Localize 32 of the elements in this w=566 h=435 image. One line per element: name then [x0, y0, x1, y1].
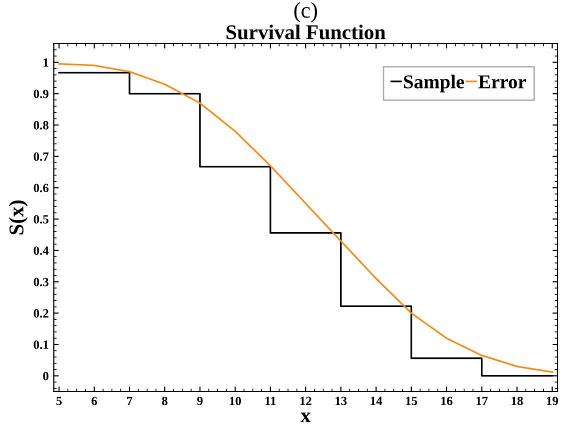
x-axis-title: x — [300, 412, 311, 422]
y-tick-label: 0.3 — [34, 278, 48, 286]
x-tick-label: 13 — [336, 396, 347, 406]
x-tick-label: 5 — [56, 396, 62, 406]
x-tick-label: 9 — [197, 396, 203, 406]
x-tick-label: 12 — [300, 396, 312, 406]
y-axis-title: S(x) — [8, 200, 28, 234]
legend-label: Sample — [404, 74, 464, 92]
y-tick-label: 1 — [44, 58, 48, 67]
y-tick-label: 0.7 — [34, 152, 49, 161]
y-tick-label: 0 — [43, 372, 48, 380]
y-tick-label: 0.8 — [34, 121, 48, 130]
y-tick-label: 0.2 — [34, 309, 48, 318]
x-tick-label: 14 — [370, 396, 382, 406]
y-tick-label: 0.6 — [34, 184, 49, 192]
text: (c) — [294, 2, 317, 22]
x-tick-label: 15 — [406, 396, 418, 406]
x-tick-label: 8 — [162, 396, 168, 406]
x-tick-label: 16 — [441, 396, 452, 406]
chart-title: Survival Function — [226, 24, 386, 40]
y-tick-label: 0.9 — [34, 90, 48, 98]
x-tick-label: 18 — [512, 396, 523, 406]
x-tick-label: 10 — [230, 396, 241, 406]
legend-label: Error — [478, 75, 526, 88]
x-tick-label: 17 — [476, 396, 488, 406]
y-tick-label: 0.1 — [34, 340, 48, 349]
y-tick-label: 0.5 — [34, 215, 48, 224]
x-tick-label: 7 — [127, 396, 132, 406]
x-tick-label: 11 — [266, 396, 276, 406]
x-tick-label: 19 — [546, 396, 558, 406]
y-tick-label: 0.4 — [34, 246, 49, 255]
x-tick-label: 6 — [92, 396, 98, 406]
